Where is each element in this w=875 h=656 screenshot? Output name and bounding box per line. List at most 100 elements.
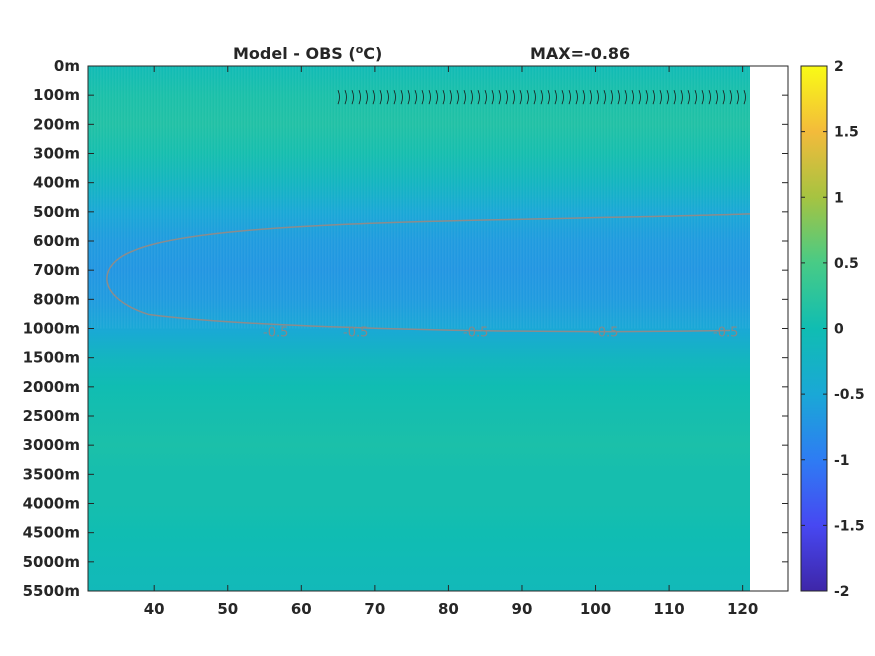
texture-stripe <box>100 66 102 329</box>
contour-line-minus-0.5 <box>106 213 751 333</box>
y-tick-label: 2000m <box>23 378 80 396</box>
texture-stripe <box>487 66 489 329</box>
texture-stripe <box>691 66 693 329</box>
contour-label: -0.5 <box>263 326 288 341</box>
texture-stripe <box>445 66 447 329</box>
texture-stripe <box>505 66 507 329</box>
colorbar <box>800 65 828 592</box>
texture-stripe <box>232 66 234 329</box>
texture-stripe <box>469 66 471 329</box>
texture-stripe <box>175 66 177 329</box>
texture-stripe <box>217 66 219 329</box>
texture-stripe <box>532 66 534 329</box>
texture-stripe <box>454 66 456 329</box>
texture-stripe <box>586 66 588 329</box>
texture-stripe <box>133 66 135 329</box>
texture-stripe <box>724 66 726 329</box>
y-tick-label: 200m <box>33 115 80 133</box>
texture-stripe <box>367 66 369 329</box>
texture-stripe <box>496 66 498 329</box>
texture-stripe <box>337 66 339 329</box>
texture-stripe <box>664 66 666 329</box>
texture-stripe <box>208 66 210 329</box>
texture-stripe <box>535 66 537 329</box>
texture-stripe <box>583 66 585 329</box>
texture-stripe <box>508 66 510 329</box>
texture-stripe <box>475 66 477 329</box>
texture-stripe <box>292 66 294 329</box>
texture-stripe <box>187 66 189 329</box>
x-tick-label: 110 <box>653 600 684 618</box>
texture-stripe <box>352 66 354 329</box>
texture-stripe <box>598 66 600 329</box>
texture-stripe <box>322 66 324 329</box>
texture-stripe <box>733 66 735 329</box>
texture-stripe <box>196 66 198 329</box>
texture-stripe <box>745 66 747 329</box>
texture-stripe <box>235 66 237 329</box>
texture-stripe <box>205 66 207 329</box>
texture-stripe <box>436 66 438 329</box>
y-tick-label: 3500m <box>23 465 80 483</box>
x-tick-label: 80 <box>438 600 459 618</box>
texture-stripe <box>214 66 216 329</box>
x-axis: 40 50 60 70 80 90 100 110 120 <box>144 66 758 618</box>
texture-stripe <box>121 66 123 329</box>
texture-stripe <box>631 66 633 329</box>
texture-stripe <box>613 66 615 329</box>
colorbar-tick-label: 0 <box>834 322 844 338</box>
texture-stripe <box>559 66 561 329</box>
texture-stripe <box>382 66 384 329</box>
texture-stripe <box>607 66 609 329</box>
texture-stripe <box>331 66 333 329</box>
texture-stripe <box>619 66 621 329</box>
texture-stripe <box>562 66 564 329</box>
colorbar-tick-label: 0.5 <box>834 256 859 272</box>
anomaly-field <box>88 66 750 591</box>
texture-stripe <box>277 66 279 329</box>
texture-stripe <box>304 66 306 329</box>
texture-stripe <box>325 66 327 329</box>
texture-stripe <box>139 66 141 329</box>
texture-stripe <box>649 66 651 329</box>
y-tick-label: 1000m <box>23 320 80 338</box>
texture-stripe <box>346 66 348 329</box>
texture-stripe <box>553 66 555 329</box>
y-tick-label: 500m <box>33 203 80 221</box>
texture-stripe <box>349 66 351 329</box>
texture-stripe <box>373 66 375 329</box>
texture-stripe <box>472 66 474 329</box>
texture-stripe <box>166 66 168 329</box>
texture-stripe <box>667 66 669 329</box>
texture-stripe <box>622 66 624 329</box>
texture-stripe <box>160 66 162 329</box>
texture-stripe <box>676 66 678 329</box>
texture-stripe <box>112 66 114 329</box>
texture-stripe <box>178 66 180 329</box>
texture-stripe <box>313 66 315 329</box>
texture-stripe <box>742 66 744 329</box>
texture-stripe <box>148 66 150 329</box>
y-tick-label: 300m <box>33 145 80 163</box>
texture-stripe <box>712 66 714 329</box>
texture-stripe <box>406 66 408 329</box>
texture-stripe <box>343 66 345 329</box>
texture-stripe <box>253 66 255 329</box>
x-tick-label: 70 <box>364 600 385 618</box>
texture-stripe <box>94 66 96 329</box>
contour-label: -0.5 <box>343 326 368 341</box>
x-tick-label: 50 <box>217 600 238 618</box>
texture-stripe <box>739 66 741 329</box>
texture-stripe <box>211 66 213 329</box>
texture-stripe <box>544 66 546 329</box>
texture-stripe <box>142 66 144 329</box>
texture-stripe <box>493 66 495 329</box>
texture-stripe <box>157 66 159 329</box>
texture-stripe <box>478 66 480 329</box>
texture-stripe <box>115 66 117 329</box>
y-tick-label: 5500m <box>23 582 80 600</box>
texture-stripe <box>448 66 450 329</box>
texture-stripe <box>370 66 372 329</box>
texture-stripe <box>661 66 663 329</box>
texture-stripe <box>538 66 540 329</box>
